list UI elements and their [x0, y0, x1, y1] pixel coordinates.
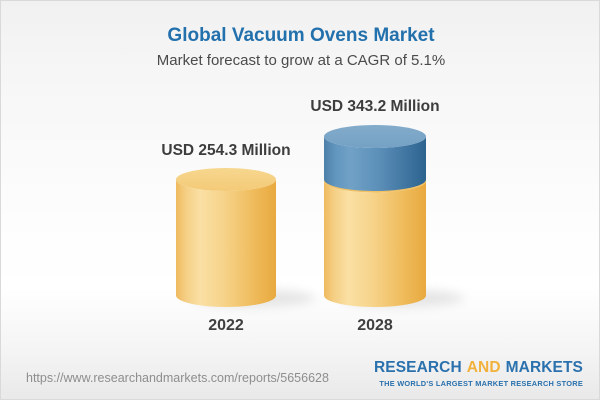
logo-word-and: AND	[466, 359, 501, 376]
value-label-2022: USD 254.3 Million	[161, 142, 291, 159]
page-title: Global Vacuum Ovens Market	[167, 25, 435, 46]
axis-label-2022: 2022	[208, 317, 244, 334]
logo-word-markets: MARKETS	[505, 359, 583, 376]
page-subtitle: Market forecast to grow at a CAGR of 5.1…	[156, 52, 446, 69]
logo-word-research: RESEARCH	[373, 359, 462, 376]
value-label-2028: USD 343.2 Million	[310, 98, 440, 115]
report-url: https://www.researchandmarkets.com/repor…	[26, 371, 329, 385]
bar-2028-cylinder	[324, 125, 426, 307]
axis-label-2028: 2028	[357, 317, 393, 334]
logo-wordmark: RESEARCH AND MARKETS	[374, 359, 583, 377]
research-and-markets-logo: RESEARCH AND MARKETS THE WORLD'S LARGEST…	[374, 359, 583, 388]
logo-tagline: THE WORLD'S LARGEST MARKET RESEARCH STOR…	[379, 379, 583, 388]
bar-2022-cylinder	[176, 168, 276, 307]
